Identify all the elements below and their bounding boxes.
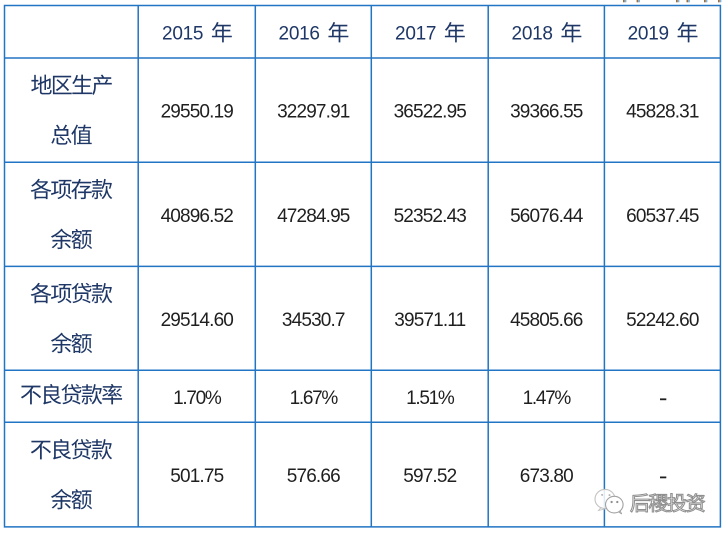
svg-text:32297.91: 32297.91 [277, 102, 350, 123]
svg-text:29550.19: 29550.19 [161, 102, 234, 123]
svg-text:34530.7: 34530.7 [282, 310, 345, 331]
svg-text:47284.95: 47284.95 [277, 206, 350, 227]
svg-text:2019: 2019 [628, 24, 669, 45]
svg-text:1.51%: 1.51% [406, 388, 455, 409]
svg-text:501.75: 501.75 [170, 466, 223, 487]
svg-text:60537.45: 60537.45 [626, 206, 699, 227]
svg-text:56076.44: 56076.44 [510, 206, 584, 227]
svg-text:2017: 2017 [395, 24, 436, 45]
svg-text:1.47%: 1.47% [523, 388, 572, 409]
svg-text:52352.43: 52352.43 [394, 206, 467, 227]
svg-text:45805.66: 45805.66 [510, 310, 583, 331]
svg-text:1.70%: 1.70% [173, 388, 222, 409]
svg-text:2015: 2015 [162, 24, 203, 45]
svg-text:52242.60: 52242.60 [626, 310, 699, 331]
svg-text:597.52: 597.52 [403, 466, 456, 487]
svg-text:1.67%: 1.67% [290, 388, 339, 409]
svg-text:36522.95: 36522.95 [394, 102, 467, 123]
svg-text:2018: 2018 [512, 24, 553, 45]
svg-text:673.80: 673.80 [520, 466, 573, 487]
svg-text:39366.55: 39366.55 [510, 102, 583, 123]
svg-text:40896.52: 40896.52 [161, 206, 234, 227]
svg-text:39571.11: 39571.11 [394, 310, 465, 331]
svg-text:2016: 2016 [279, 24, 320, 45]
svg-text:576.66: 576.66 [287, 466, 340, 487]
svg-text:45828.31: 45828.31 [626, 102, 699, 123]
svg-text:29514.60: 29514.60 [161, 310, 234, 331]
